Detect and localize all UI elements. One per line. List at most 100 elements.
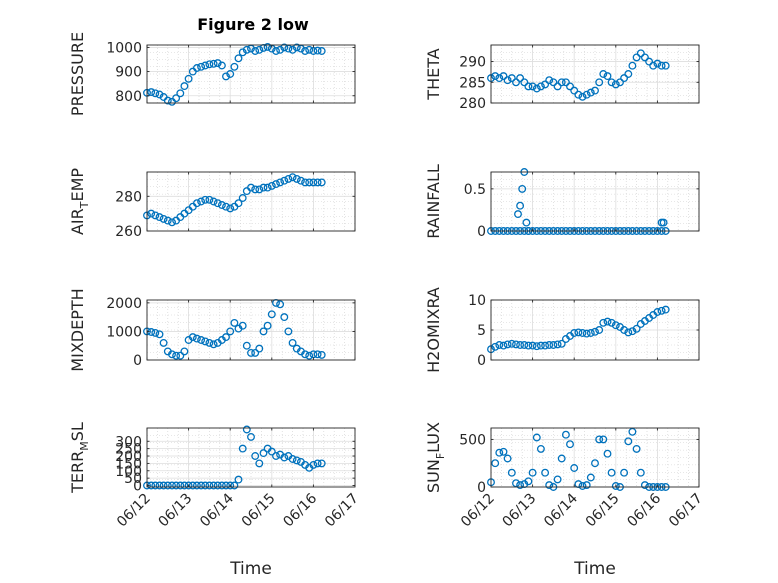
data-point: [507, 468, 516, 477]
data-point: [230, 318, 239, 327]
data-point: [251, 185, 260, 194]
data-point: [607, 318, 616, 327]
data-point: [611, 321, 620, 330]
data-point: [499, 447, 508, 456]
data-point: [222, 481, 230, 490]
y-tick-label: 250: [115, 442, 142, 458]
data-point: [247, 432, 255, 441]
data-point: [313, 46, 322, 55]
data-point: [280, 313, 289, 322]
y-tick-label: 900: [115, 65, 142, 81]
data-point: [222, 202, 230, 211]
data-point: [276, 45, 285, 54]
data-point: [301, 47, 310, 55]
data-point: [147, 328, 156, 336]
data-point: [192, 481, 201, 490]
data-point: [288, 455, 297, 463]
data-point: [561, 78, 570, 87]
data-point: [147, 209, 156, 218]
data-point: [288, 173, 297, 182]
data-point: [524, 477, 533, 486]
y-axis-label: PRESSURE: [68, 32, 87, 116]
x-tick-label: 06/17: [322, 491, 362, 531]
data-point: [242, 45, 251, 54]
data-point: [217, 201, 226, 209]
y-axis-label: H2OMIXRA: [424, 287, 443, 373]
y-tick-label: 150: [115, 456, 142, 472]
data-point: [168, 350, 176, 359]
data-point: [255, 344, 264, 353]
data-point: [653, 308, 662, 316]
data-point: [263, 42, 272, 51]
data-point: [524, 341, 533, 350]
data-point: [595, 435, 604, 444]
data-point: [292, 174, 301, 183]
data-point: [516, 481, 525, 490]
subplot-air-temp: 260 280 AIRTEMP: [68, 168, 356, 240]
data-point: [280, 176, 289, 185]
data-point: [247, 183, 255, 192]
subplot-rainfall: 0 0.5 RAINFALL: [424, 164, 700, 240]
data-point: [301, 350, 310, 359]
data-point: [649, 61, 658, 70]
data-point: [611, 80, 620, 89]
data-point: [512, 479, 520, 488]
y-tick-label: 0: [133, 479, 142, 495]
data-point: [603, 449, 612, 458]
y-tick-label: 280: [115, 189, 142, 205]
data-point: [284, 327, 293, 336]
data-point: [586, 88, 595, 97]
data-point: [545, 341, 554, 349]
data-point: [566, 440, 574, 449]
data-point: [305, 351, 314, 360]
data-point: [147, 88, 156, 97]
data-point: [267, 447, 276, 456]
data-point: [659, 218, 668, 227]
data-point: [155, 90, 164, 99]
y-tick-label: 0: [133, 353, 142, 369]
data-point: [205, 195, 214, 204]
axes-box: [490, 427, 700, 488]
data-point: [586, 329, 595, 337]
data-point: [582, 329, 591, 338]
data-point: [209, 481, 218, 490]
data-point: [192, 64, 201, 72]
data-point: [541, 341, 550, 350]
data-point: [205, 481, 214, 490]
data-point: [603, 317, 612, 326]
data-point: [259, 327, 268, 336]
data-point: [574, 328, 583, 337]
data-point: [591, 459, 599, 468]
y-tick-label: 800: [115, 89, 142, 105]
data-point: [280, 453, 289, 462]
data-point: [180, 347, 189, 356]
data-point: [636, 49, 645, 58]
data-point: [620, 74, 629, 83]
data-point: [522, 218, 531, 227]
data-point: [317, 178, 326, 187]
data-point: [620, 326, 629, 334]
data-point: [532, 433, 541, 442]
data-point: [172, 481, 181, 490]
data-point: [616, 78, 624, 87]
data-point: [495, 341, 504, 349]
data-point: [238, 321, 247, 330]
data-point: [226, 204, 235, 213]
data-point: [176, 351, 185, 360]
axes-box: [146, 299, 356, 361]
data-point: [313, 459, 322, 468]
data-point: [292, 43, 301, 52]
data-point: [180, 82, 189, 91]
data-point: [528, 82, 537, 91]
data-point: [499, 341, 508, 350]
data-point: [532, 342, 541, 351]
data-point: [159, 338, 168, 347]
x-axis-label-right: Time: [573, 559, 616, 579]
data-point: [570, 86, 579, 95]
data-point: [516, 74, 525, 83]
data-point: [309, 178, 318, 187]
y-tick-label: 300: [115, 434, 142, 450]
data-point: [159, 481, 168, 490]
data-point: [151, 211, 160, 220]
